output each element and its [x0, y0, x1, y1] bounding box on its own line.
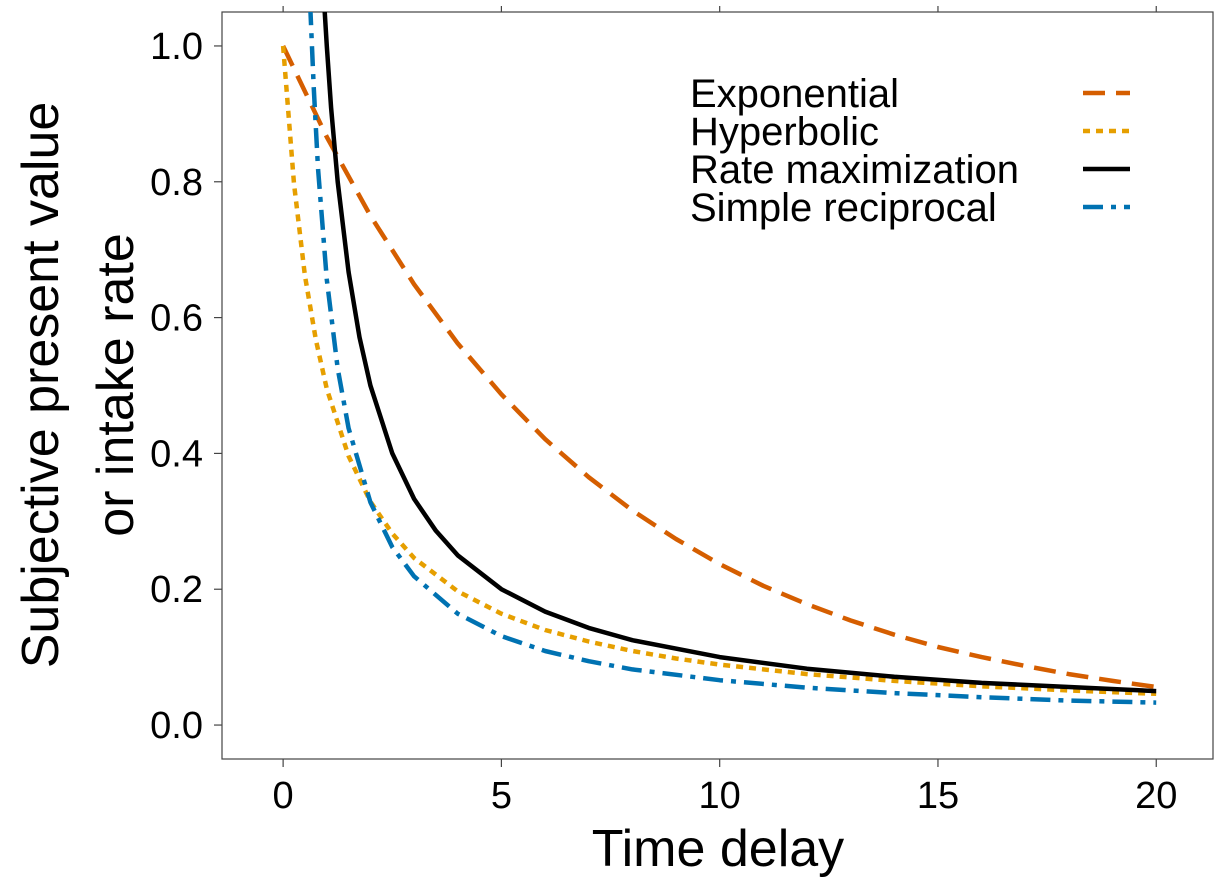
y-tick-label: 0.6 — [150, 298, 203, 340]
y-tick-label: 1.0 — [150, 26, 203, 68]
series-line-exponential — [281, 45, 1157, 690]
legend-label-exponential: Exponential — [690, 72, 899, 116]
x-tick-label: 15 — [917, 775, 959, 817]
y-tick-label: 0.4 — [150, 433, 203, 475]
y-tick-label: 0.2 — [150, 569, 203, 611]
legend-label-hyperbolic: Hyperbolic — [690, 110, 879, 154]
y-axis-ticks: 0.0 0.2 0.4 0.6 0.8 1.0 — [150, 26, 222, 747]
series-line-rate-maximization — [322, 12, 1157, 694]
plot-area — [221, 11, 1214, 760]
series-line-simple-reciprocal — [308, 12, 1157, 705]
series-line-hyperbolic — [280, 45, 1157, 697]
y-tick-label: 0.8 — [150, 162, 203, 204]
y-axis-title-line-2: or intake rate — [87, 233, 145, 537]
x-axis-ticks: 0 5 10 15 20 — [273, 6, 1177, 817]
x-tick-label: 5 — [491, 775, 512, 817]
legend-label-rate-maximization: Rate maximization — [690, 148, 1019, 192]
x-tick-label: 0 — [273, 775, 294, 817]
x-tick-label: 20 — [1135, 775, 1177, 817]
x-tick-label: 10 — [699, 775, 741, 817]
x-axis-title: Time delay — [592, 820, 844, 878]
legend-label-simple-reciprocal: Simple reciprocal — [690, 186, 997, 230]
y-tick-label: 0.0 — [150, 705, 203, 747]
series-layer — [280, 12, 1157, 705]
y-axis-title-line-1: Subjective present value — [12, 102, 70, 669]
